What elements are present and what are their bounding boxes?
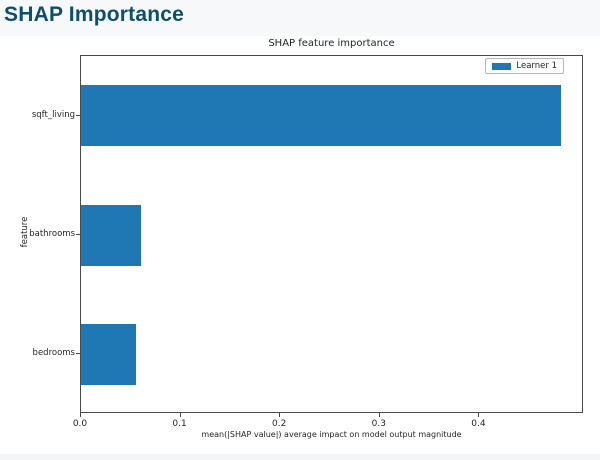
plot-area: Learner 1 xyxy=(80,55,583,413)
ytick-mark xyxy=(76,234,80,235)
xtick-mark xyxy=(279,413,281,417)
footer-strip xyxy=(0,454,600,460)
xtick-label: 0.2 xyxy=(272,419,287,429)
xtick-label: 0.3 xyxy=(371,419,386,429)
xtick-label: 0.0 xyxy=(72,419,88,429)
bar-bedrooms xyxy=(81,323,136,385)
chart-title: SHAP feature importance xyxy=(268,38,395,49)
xtick-mark xyxy=(378,413,380,417)
xtick-mark xyxy=(80,413,81,417)
bar-sqft_living xyxy=(81,85,561,147)
ytick-label: bedrooms xyxy=(32,348,75,359)
xtick-label: 0.1 xyxy=(172,419,187,429)
header-band xyxy=(0,0,600,36)
legend-swatch-icon xyxy=(492,62,512,70)
shap-importance-figure: SHAP feature importance Learner 1 featur… xyxy=(0,36,600,460)
ytick-mark xyxy=(76,114,80,116)
bar-bathrooms xyxy=(81,204,141,266)
legend-label: Learner 1 xyxy=(516,61,557,71)
ytick-mark xyxy=(76,353,80,355)
xtick-mark xyxy=(179,413,181,417)
ytick-label: bathrooms xyxy=(29,229,75,239)
legend: Learner 1 xyxy=(485,58,564,74)
page-title: SHAP Importance xyxy=(4,3,184,26)
xtick-mark xyxy=(478,413,480,417)
xtick-label: 0.4 xyxy=(471,419,486,429)
ytick-label: sqft_living xyxy=(31,109,75,120)
x-axis-title: mean(|SHAP value|) average impact on mod… xyxy=(201,430,462,439)
